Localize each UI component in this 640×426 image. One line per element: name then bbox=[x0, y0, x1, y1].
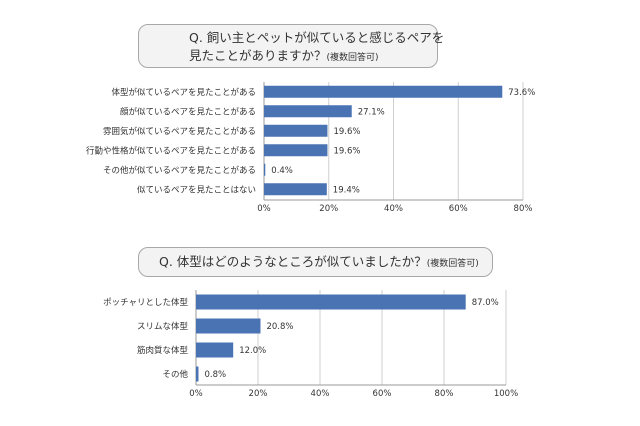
x-tick-label: 40% bbox=[311, 389, 330, 399]
data-label: 19.6% bbox=[333, 127, 360, 137]
x-tick-label: 0% bbox=[257, 204, 271, 214]
category-label: 筋肉質な体型 bbox=[137, 345, 189, 356]
category-label: 顔が似ているペアを見たことがある bbox=[120, 106, 256, 117]
bar bbox=[264, 163, 266, 176]
question-1-line-2: 見たことがありますか？ bbox=[189, 48, 327, 63]
bar bbox=[196, 366, 199, 382]
category-label: ポッチャリとした体型 bbox=[103, 297, 188, 308]
bar bbox=[196, 294, 466, 310]
bar bbox=[264, 124, 328, 137]
data-label: 27.1% bbox=[358, 107, 385, 117]
x-tick-label: 60% bbox=[373, 389, 392, 399]
x-tick-label: 80% bbox=[514, 204, 533, 214]
x-tick-label: 0% bbox=[189, 389, 203, 399]
x-tick-label: 100% bbox=[494, 389, 518, 399]
category-label: その他 bbox=[162, 369, 188, 380]
data-label: 12.0% bbox=[239, 346, 266, 356]
x-tick-label: 80% bbox=[435, 389, 454, 399]
x-tick-label: 20% bbox=[319, 204, 338, 214]
category-label: 似ているペアを見たことはない bbox=[137, 185, 256, 195]
bar bbox=[264, 105, 352, 118]
question-2-note: (複数回答可) bbox=[426, 259, 479, 269]
bar bbox=[264, 144, 328, 157]
data-label: 20.8% bbox=[266, 322, 293, 332]
category-label: 体型が似ているペアを見たことがある bbox=[111, 87, 256, 98]
bar bbox=[264, 85, 503, 98]
category-label: スリムな体型 bbox=[137, 321, 189, 332]
data-label: 73.6% bbox=[508, 88, 535, 98]
category-label: 行動や性格が似ているペアを見たことがある bbox=[86, 145, 256, 156]
data-label: 19.4% bbox=[333, 185, 360, 195]
x-tick-label: 40% bbox=[384, 204, 403, 214]
data-label: 0.8% bbox=[204, 370, 226, 380]
question-2-line-1: Q. 体型はどのようなところが似ていましたか？ bbox=[159, 254, 427, 269]
category-label: 雰囲気が似ているペアを見たことがある bbox=[103, 126, 256, 137]
data-label: 0.4% bbox=[271, 166, 293, 176]
data-label: 87.0% bbox=[472, 298, 499, 308]
question-1-line-1: Q. 飼い主とペットが似ていると感じるペアを bbox=[189, 30, 445, 45]
bar bbox=[196, 318, 261, 334]
question-1-box: Q. 飼い主とペットが似ていると感じるペアを 見たことがありますか？(複数回答可… bbox=[138, 24, 444, 68]
question-1-note: (複数回答可) bbox=[326, 53, 379, 63]
x-tick-label: 60% bbox=[449, 204, 468, 214]
data-label: 19.6% bbox=[333, 146, 360, 156]
bar bbox=[264, 183, 327, 196]
category-label: その他が似ているペアを見たことがある bbox=[103, 165, 256, 176]
question-2-box: Q. 体型はどのようなところが似ていましたか？(複数回答可) bbox=[138, 247, 493, 277]
bar bbox=[196, 342, 234, 358]
x-tick-label: 20% bbox=[249, 389, 268, 399]
